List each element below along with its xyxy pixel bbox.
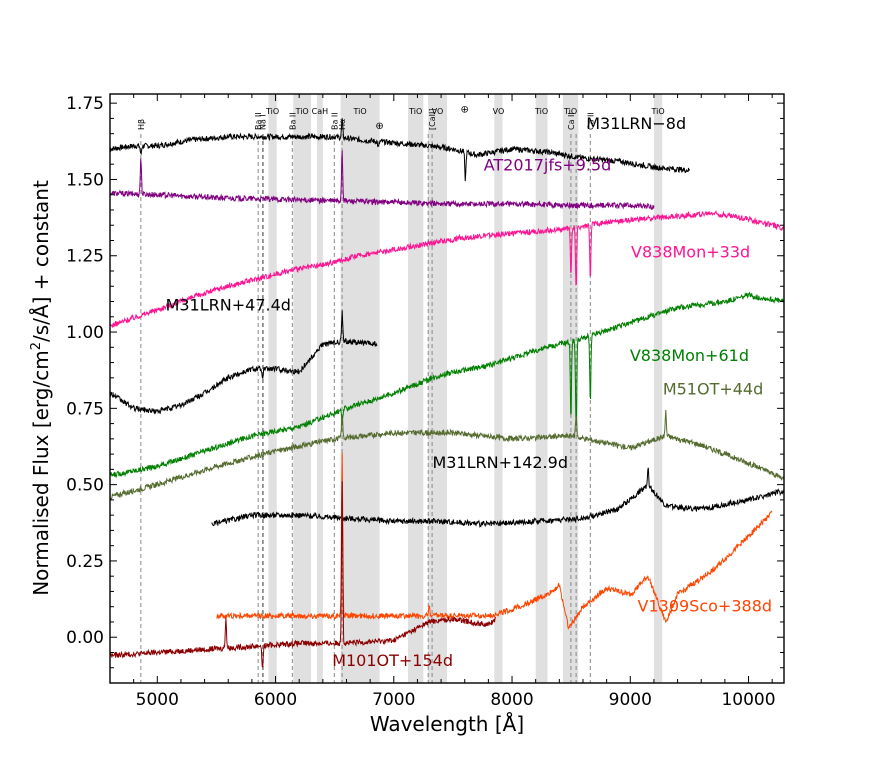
spectrum-line-0	[109, 118, 690, 182]
spectrum-line-1	[109, 150, 655, 210]
series-label: M31LRN+47.4d	[166, 296, 291, 315]
x-tick-label: 9000	[609, 690, 652, 710]
y-tick-label: 1.25	[66, 247, 104, 267]
band-label: VO	[432, 107, 444, 116]
band-6	[494, 94, 503, 683]
band-7	[535, 94, 548, 683]
x-tick-label: 10000	[721, 690, 775, 710]
spectrum-line-6	[211, 467, 785, 528]
plot-frame	[109, 93, 785, 684]
band-4	[407, 94, 424, 683]
x-tick-label: 5000	[136, 690, 179, 710]
y-tick-label: 0.25	[66, 552, 104, 572]
band-3	[340, 94, 380, 683]
band-label: TiO	[534, 107, 548, 116]
y-tick-label: 0.50	[66, 476, 104, 496]
x-tick-label: 8000	[490, 690, 533, 710]
band-label: VO	[493, 107, 505, 116]
band-2	[316, 94, 323, 683]
band-1	[293, 94, 312, 683]
series-label: V838Mon+61d	[630, 346, 749, 365]
series-label: AT2017jfs+9.5d	[484, 155, 612, 174]
spectrum-line-7	[216, 452, 773, 631]
band-label: TiO	[353, 107, 367, 116]
line-label: Hβ	[137, 119, 146, 130]
axis-ticks: 5000 6000 7000 8000 9000 10000 0.00 0.25 0.50 0.7…	[66, 94, 784, 710]
band-label: TiO	[265, 107, 279, 116]
band-label: TiO	[295, 107, 309, 116]
series-label: V838Mon+33d	[631, 242, 750, 261]
x-axis-label: Wavelength [Å]	[370, 712, 524, 736]
band-0	[268, 94, 277, 683]
band-label: TiO	[650, 107, 664, 116]
series-labels: M31LRN−8d AT2017jfs+9.5d V838Mon+33d M31LRN…	[166, 114, 772, 670]
spectra-series	[109, 118, 785, 668]
line-label: Ca II	[586, 112, 595, 130]
band-5	[428, 94, 447, 683]
x-tick-label: 6000	[254, 690, 297, 710]
line-label: Ba II	[288, 112, 297, 130]
spectrum-line-5	[109, 409, 785, 501]
spectrum-line-3	[109, 310, 378, 415]
y-tick-label: 0.00	[66, 628, 104, 648]
band-label: TiO	[563, 107, 577, 116]
band-9	[653, 94, 663, 683]
line-label: Ba II	[330, 112, 339, 130]
line-label: Ba II	[254, 112, 263, 130]
series-label: M31LRN−8d	[586, 114, 686, 133]
y-tick-label: 1.75	[66, 94, 104, 114]
band-label: TiO	[408, 107, 422, 116]
series-label: V1309Sco+388d	[638, 596, 773, 615]
telluric-marker: ⊕	[375, 121, 383, 132]
y-axis-label: Normalised Flux [erg/cm2/s/Å] + constant	[29, 180, 53, 596]
series-label: M51OT+44d	[663, 380, 763, 399]
series-label: M31LRN+142.9d	[432, 453, 568, 472]
series-label: M101OT+154d	[332, 651, 453, 670]
x-tick-label: 7000	[372, 690, 415, 710]
y-tick-label: 1.50	[66, 170, 104, 190]
y-tick-label: 0.75	[66, 399, 104, 419]
telluric-marker: ⊕	[461, 104, 469, 115]
line-label: Ca II	[567, 112, 576, 130]
spectrum-line-8	[109, 481, 496, 668]
spectrum-line-4	[109, 291, 785, 479]
line-label: Na I	[259, 114, 268, 130]
spectrum-line-2	[109, 210, 785, 328]
band-label: CaH	[312, 107, 329, 116]
line-label: [CaII]	[428, 109, 437, 130]
absorption-bands: TiO TiO CaH TiO TiO VO VO TiO TiO TiO	[265, 94, 665, 683]
y-tick-label: 1.00	[66, 323, 104, 343]
